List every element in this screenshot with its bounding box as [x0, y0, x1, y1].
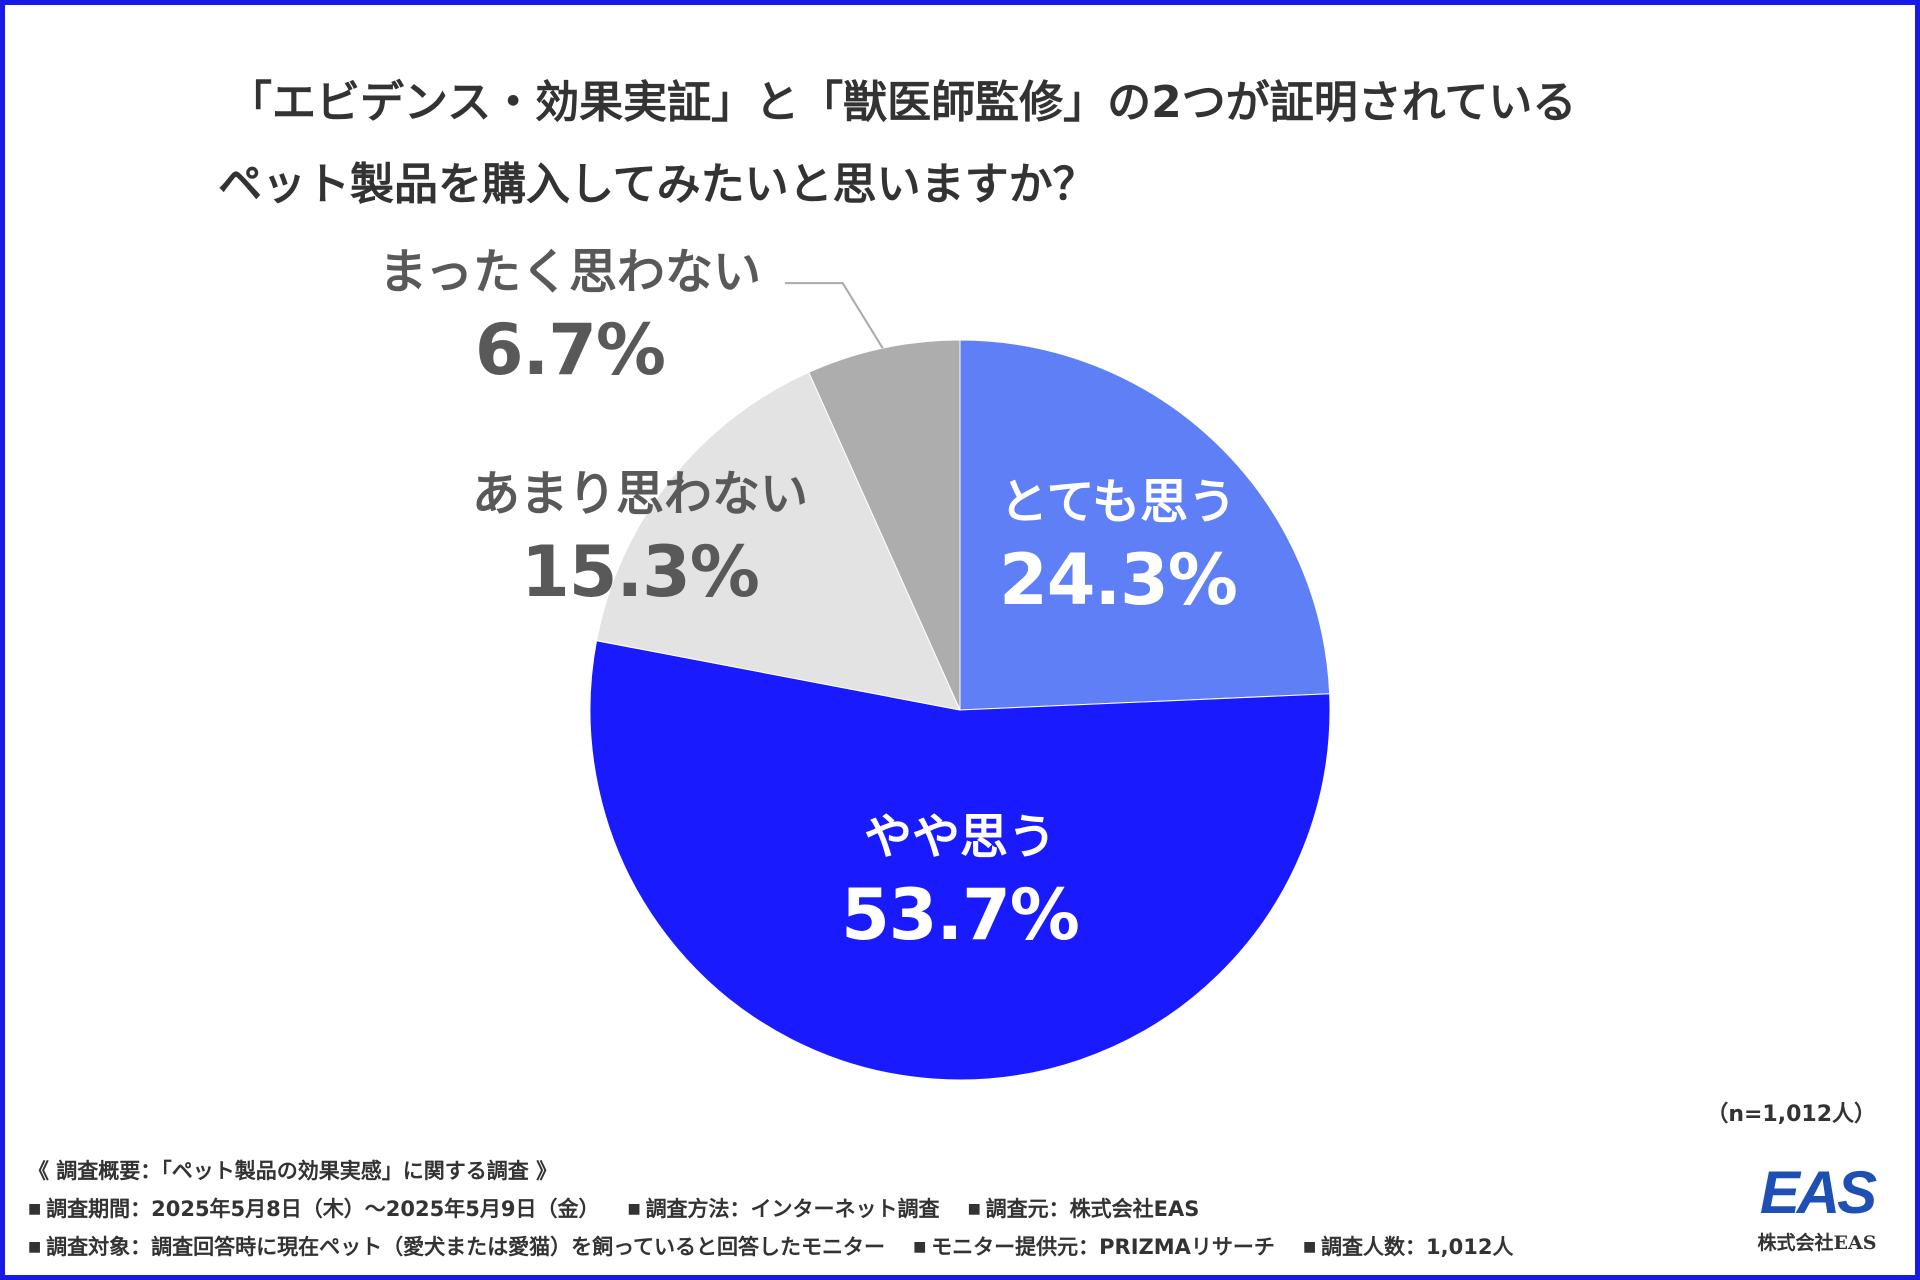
- leader-line-not-at-all: [785, 282, 884, 349]
- slice-category-very-much: とても思う: [999, 474, 1237, 530]
- logo-company-name: 株式会社EAS: [1757, 1232, 1877, 1254]
- pie-slice-1: [589, 640, 1331, 1081]
- survey-provider: モニター提供元：PRIZMAリサーチ: [913, 1228, 1275, 1266]
- sample-size-note: （n=1,012人）: [1706, 1102, 1876, 1127]
- slice-label-not-much: あまり思わない 15.3%: [470, 462, 810, 618]
- chart-title: 「エビデンス・効果実証」と「獣医師監修」の2つが証明されている ペット製品を購入…: [200, 62, 1800, 226]
- survey-method: 調査方法：インターネット調査: [627, 1190, 940, 1228]
- company-logo: EAS 株式会社EAS: [1742, 1158, 1892, 1255]
- survey-count: 調査人数：1,012人: [1303, 1228, 1513, 1266]
- logo-mark: EAS: [1759, 1159, 1877, 1226]
- survey-heading: 《 調査概要：「ペット製品の効果実感」に関する調査 》: [28, 1159, 558, 1183]
- slice-category-not-at-all: まったく思わない: [378, 244, 762, 300]
- slice-percent-not-at-all: 6.7%: [474, 309, 666, 391]
- slice-category-somewhat: やや思う: [863, 809, 1056, 865]
- slice-label-very-much: とても思う 24.3%: [968, 470, 1268, 626]
- survey-summary: 《 調査概要：「ペット製品の効果実感」に関する調査 》 調査期間：2025年5月…: [28, 1152, 1728, 1266]
- slice-percent-somewhat: 53.7%: [841, 874, 1080, 956]
- slice-label-somewhat: やや思う 53.7%: [810, 805, 1110, 961]
- slice-category-not-much: あまり思わない: [471, 466, 808, 522]
- survey-period: 調査期間：2025年5月8日（木）〜2025年5月9日（金）: [28, 1190, 599, 1228]
- pie-slice-3: [808, 339, 961, 711]
- title-line-2: ペット製品を購入してみたいと思いますか？: [218, 159, 1097, 210]
- survey-source: 調査元：株式会社EAS: [968, 1190, 1200, 1228]
- slice-percent-very-much: 24.3%: [999, 539, 1238, 621]
- pie-slice-0: [959, 339, 1331, 711]
- title-line-1: 「エビデンス・効果実証」と「獣医師監修」の2つが証明されている: [228, 77, 1577, 128]
- slice-percent-not-much: 15.3%: [521, 531, 760, 613]
- survey-target: 調査対象：調査回答時に現在ペット（愛犬または愛猫）を飼っていると回答したモニター: [28, 1228, 885, 1266]
- survey-row-2: 調査対象：調査回答時に現在ペット（愛犬または愛猫）を飼っていると回答したモニター…: [28, 1228, 1728, 1266]
- slice-label-not-at-all: まったく思わない 6.7%: [370, 240, 770, 396]
- pie-slice-2: [595, 371, 961, 711]
- survey-row-1: 調査期間：2025年5月8日（木）〜2025年5月9日（金） 調査方法：インター…: [28, 1190, 1728, 1228]
